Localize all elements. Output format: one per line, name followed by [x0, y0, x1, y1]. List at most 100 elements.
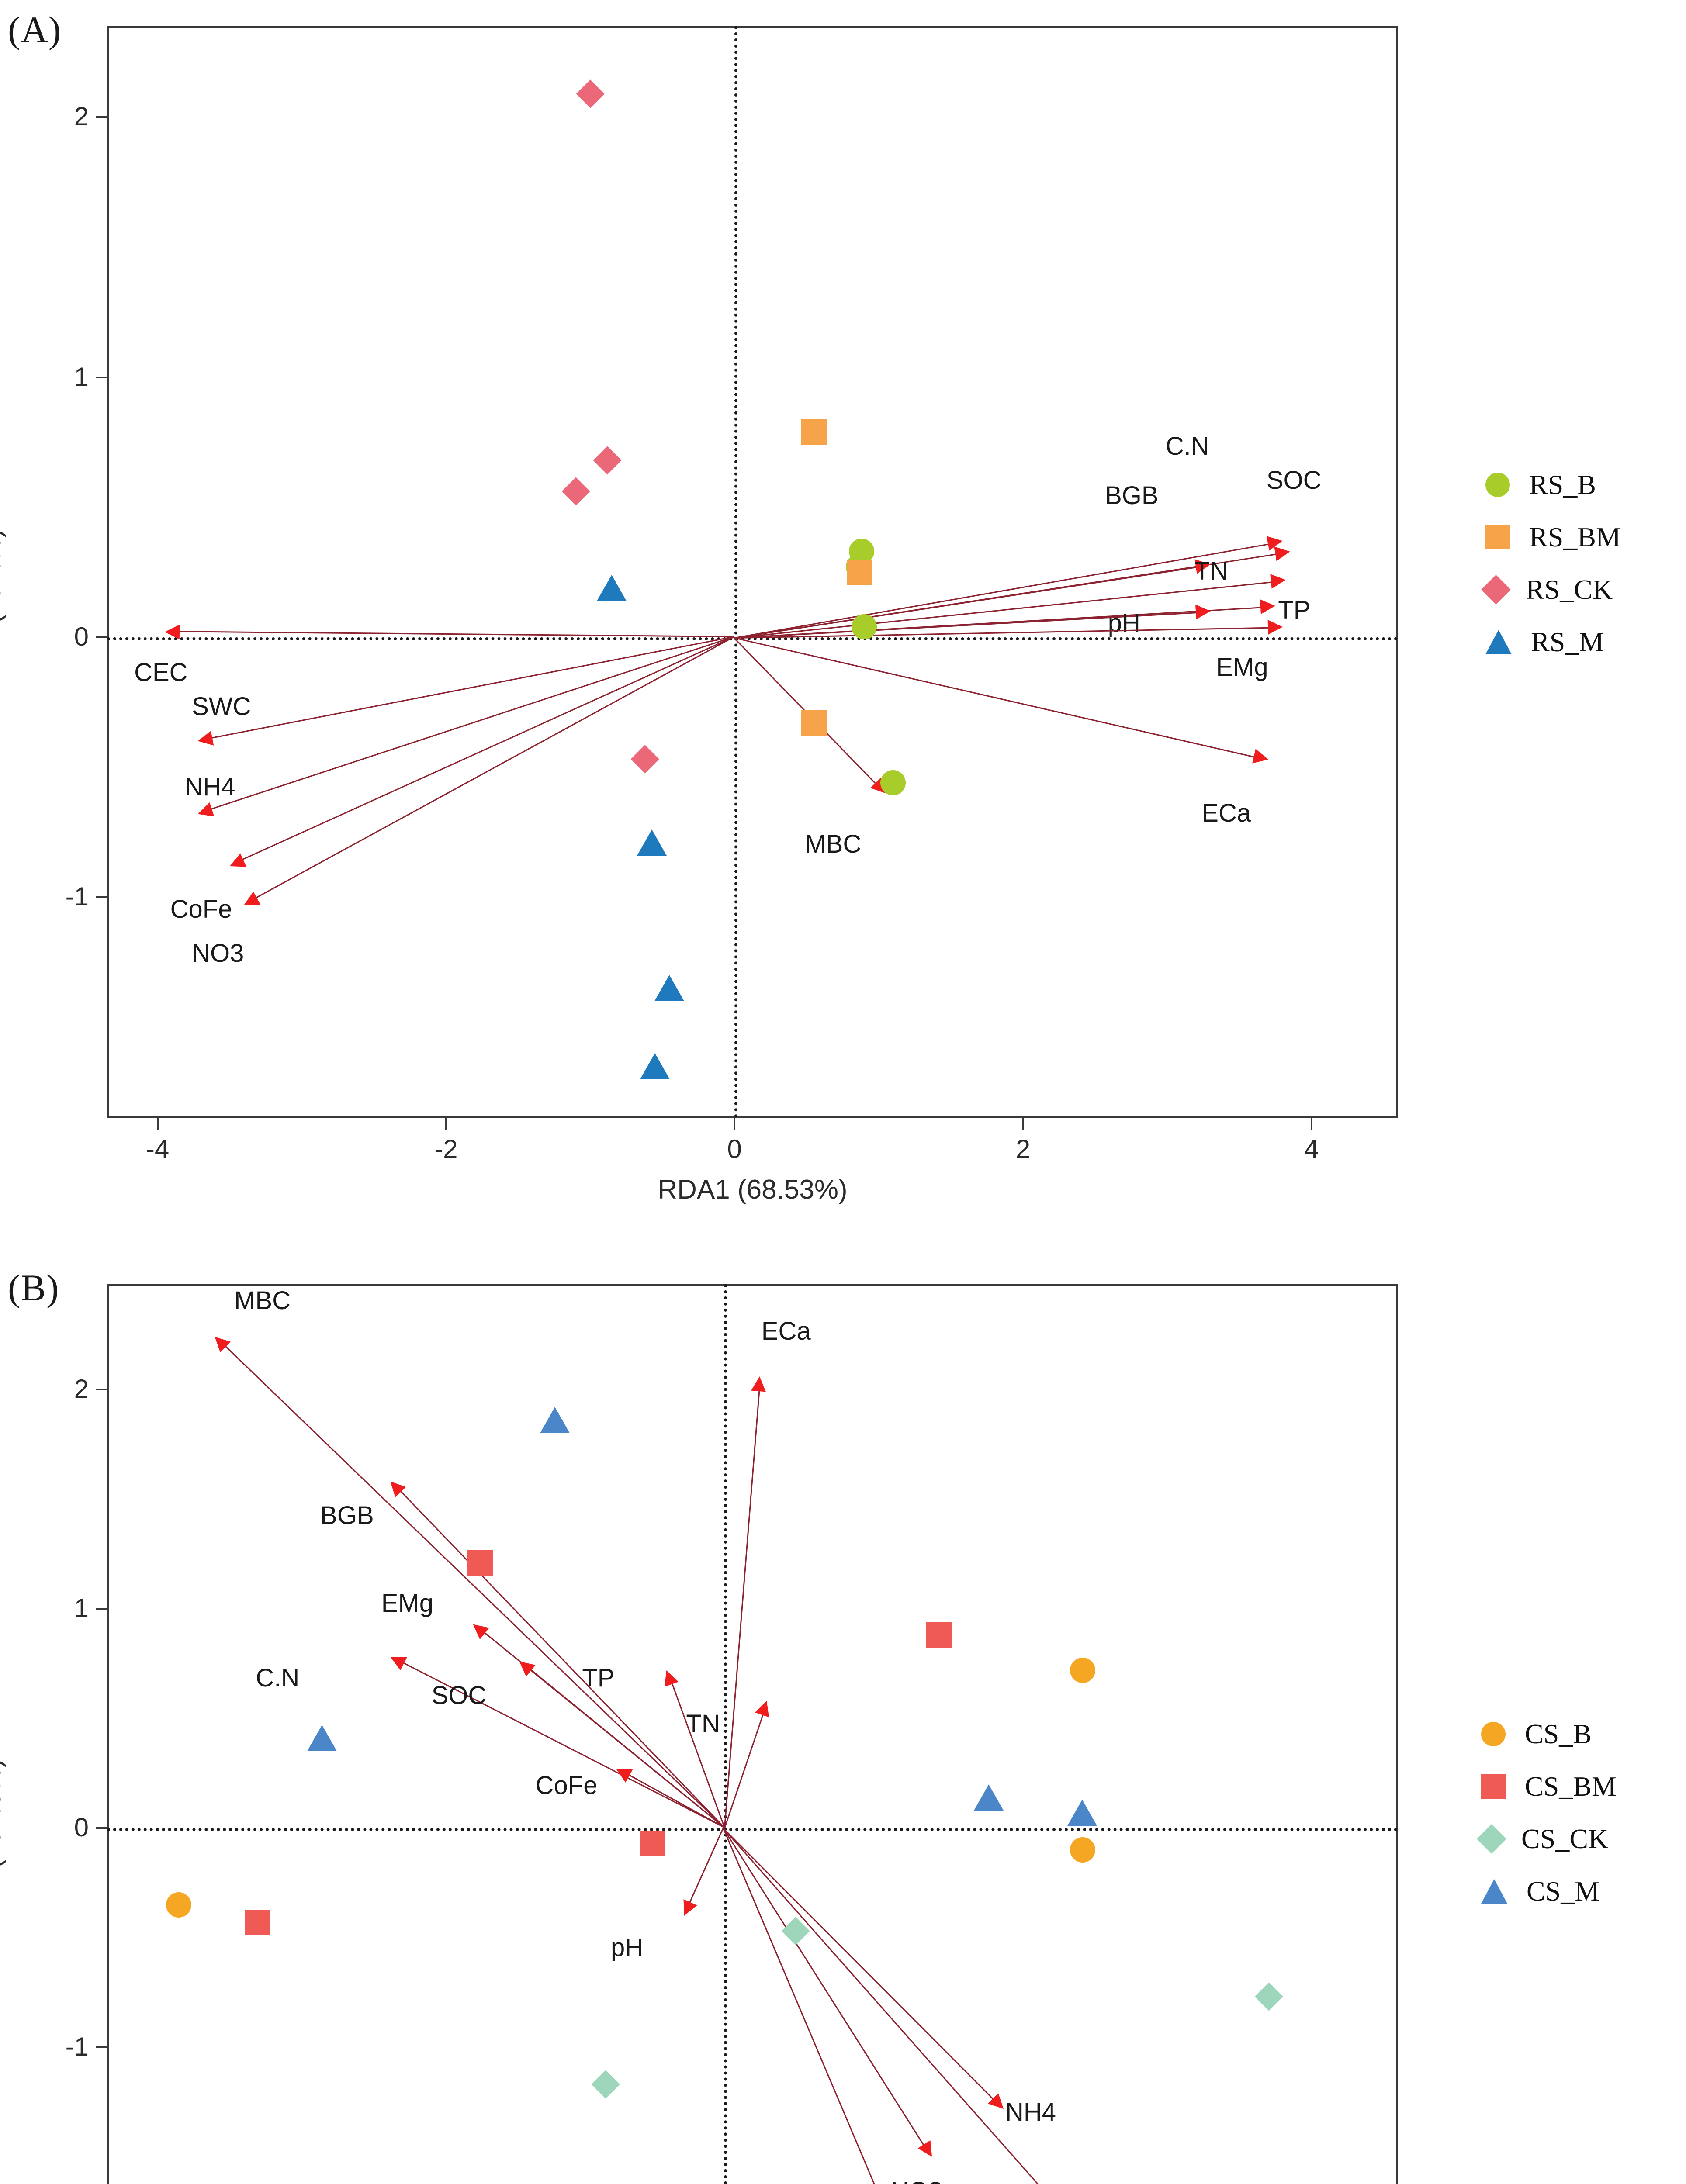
data-point-rs_bm [801, 710, 827, 736]
legend-swatch-circle [1485, 473, 1510, 497]
legend-label: RS_CK [1526, 574, 1613, 605]
y-tick-label: 2 [74, 102, 89, 131]
y-tick-label: -1 [65, 882, 89, 912]
x-tick-mark [1022, 1118, 1024, 1130]
panel-b-tag: (B) [8, 1267, 59, 1309]
vector-label-tn: TN [1194, 557, 1229, 585]
vector-label-emg: EMg [1216, 653, 1268, 682]
panel-a-plot-frame [107, 26, 1398, 1118]
data-point-rs_m [637, 829, 667, 856]
legend-item-rs_m[interactable]: RS_M [1485, 616, 1621, 668]
x-tick-label: -4 [145, 1134, 170, 1164]
vector-label-mbc: MBC [234, 1286, 291, 1315]
y-tick-mark [96, 1388, 107, 1390]
horizontal-zero-line [107, 1828, 1398, 1832]
y-tick-mark [96, 376, 107, 378]
legend-item-cs_b[interactable]: CS_B [1481, 1708, 1617, 1760]
legend-swatch-diamond [1481, 575, 1511, 605]
vector-label-nh4: NH4 [1005, 2098, 1056, 2126]
legend-item-rs_ck[interactable]: RS_CK [1481, 563, 1621, 616]
vertical-zero-line [724, 1284, 727, 2184]
x-tick-mark [156, 1118, 159, 1130]
y-tick-label: 0 [74, 1813, 89, 1842]
vector-arrow-head [751, 1375, 767, 1392]
data-point-rs_b [880, 770, 906, 796]
data-point-rs_bm [801, 419, 827, 445]
vector-label-cofe: CoFe [535, 1771, 598, 1800]
vector-label-no3: NO3 [890, 2177, 942, 2184]
legend-label: RS_M [1531, 626, 1604, 657]
vector-label-ph: pH [1108, 609, 1140, 638]
vector-label-mbc: MBC [805, 830, 862, 858]
vector-arrow-head [1274, 544, 1291, 561]
legend-label: CS_M [1527, 1876, 1600, 1907]
x-tick-label: -2 [434, 1134, 458, 1164]
y-tick-mark [96, 636, 107, 638]
legend-swatch-triangle [1481, 1879, 1507, 1904]
horizontal-zero-line [107, 637, 1398, 640]
panel-a-legend: RS_B RS_BM RS_CK RS_M [1481, 459, 1621, 668]
vector-label-emg: EMg [381, 1589, 433, 1617]
panel-b-legend: CS_B CS_BM CS_CK CS_M [1477, 1708, 1617, 1918]
legend-item-cs_ck[interactable]: CS_CK [1477, 1813, 1617, 1865]
vector-label-eca: ECa [1201, 798, 1251, 827]
vector-label-soc: SOC [431, 1681, 487, 1710]
x-tick-mark [1310, 1118, 1312, 1130]
panel-a-y-axis-title: RDA2 (17.4%) [0, 529, 7, 703]
data-point-cs_bm [639, 1831, 665, 1856]
vector-label-nh4: NH4 [184, 773, 235, 802]
data-point-rs_bm [847, 560, 873, 585]
data-point-cs_b [1070, 1837, 1095, 1863]
vector-label-cec: CEC [134, 658, 188, 687]
legend-label: RS_B [1529, 469, 1596, 500]
vector-label-ph: pH [611, 1933, 644, 1962]
vector-arrow-head [1270, 572, 1287, 589]
panel-a: (A) RDA1 (68.53%) RDA2 (17.4%) RS_B RS_BM… [0, 9, 1621, 1205]
x-tick-label: 0 [727, 1134, 742, 1164]
vector-label-cn: C.N [1165, 432, 1209, 461]
x-tick-mark [734, 1118, 736, 1130]
vector-arrow-head [1267, 619, 1283, 635]
x-tick-label: 4 [1304, 1134, 1319, 1164]
y-tick-mark [96, 1608, 107, 1610]
data-point-cs_bm [467, 1550, 493, 1576]
legend-label: RS_BM [1529, 522, 1621, 553]
vector-label-cn: C.N [256, 1663, 300, 1692]
legend-label: CS_B [1525, 1718, 1592, 1749]
y-tick-mark [96, 1827, 107, 1829]
y-tick-mark [96, 2046, 107, 2049]
panel-b-y-axis-title: RDA2 (19.45%) [0, 1758, 7, 1948]
vector-label-tp: TP [582, 1663, 615, 1692]
legend-item-cs_bm[interactable]: CS_BM [1481, 1760, 1617, 1813]
vector-arrow-head [1252, 749, 1270, 767]
data-point-rs_b [852, 614, 877, 639]
vector-label-eca: ECa [761, 1317, 811, 1346]
data-point-cs_bm [926, 1622, 952, 1648]
data-point-cs_b [166, 1892, 192, 1918]
legend-item-rs_bm[interactable]: RS_BM [1485, 511, 1621, 563]
data-point-cs_b [1070, 1657, 1095, 1683]
vector-label-cofe: CoFe [170, 895, 232, 923]
vector-label-swc: SWC [192, 692, 251, 721]
vector-arrow-head [164, 624, 180, 640]
data-point-cs_bm [245, 1909, 270, 1935]
panel-a-x-axis-title: RDA1 (68.53%) [658, 1175, 848, 1205]
legend-swatch-diamond [1477, 1824, 1506, 1854]
vector-label-no3: NO3 [192, 939, 244, 968]
legend-label: CS_BM [1525, 1771, 1617, 1802]
vector-label-bgb: BGB [1105, 481, 1159, 510]
vector-label-soc: SOC [1266, 466, 1322, 494]
panel-b: (B) RDA1 (40.42%) RDA2 (19.45%) CS_BCS_B… [0, 1258, 1686, 2184]
vector-label-tn: TN [686, 1710, 720, 1738]
data-point-cs_m [540, 1407, 570, 1434]
data-point-cs_m [307, 1725, 337, 1752]
legend-label: CS_CK [1521, 1823, 1609, 1854]
y-tick-label: 2 [74, 1374, 89, 1403]
legend-item-cs_m[interactable]: CS_M [1481, 1865, 1617, 1918]
y-tick-label: 1 [74, 1593, 89, 1623]
y-tick-label: 0 [74, 622, 89, 651]
y-tick-mark [96, 116, 107, 118]
data-point-rs_m [654, 975, 684, 1002]
legend-item-rs_b[interactable]: RS_B [1485, 459, 1621, 511]
vector-arrow-head [1195, 604, 1211, 620]
